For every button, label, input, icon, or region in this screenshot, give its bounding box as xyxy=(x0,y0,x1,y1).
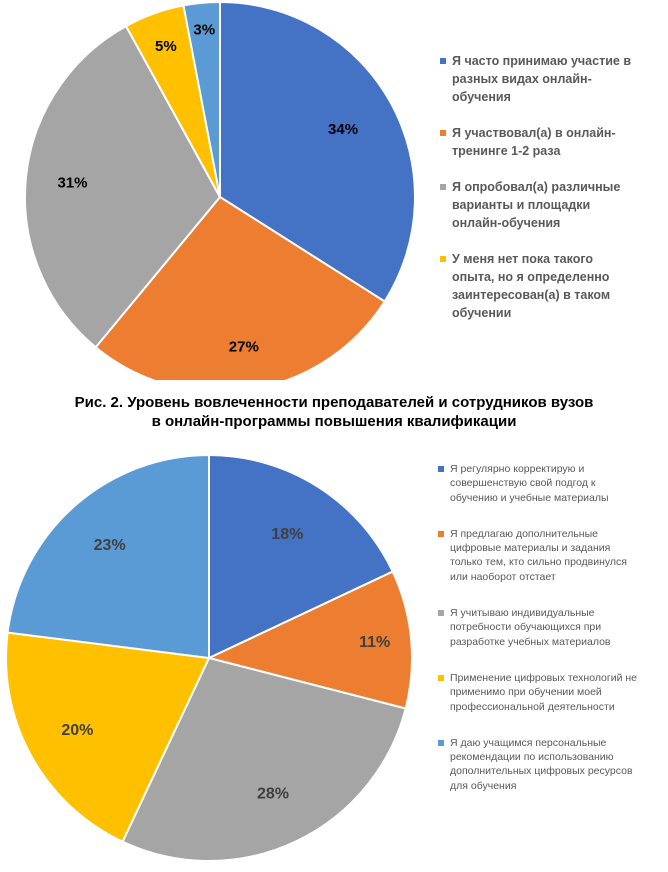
pie-2-legend-swatch-3 xyxy=(438,610,444,617)
pie-2-legend-item-4: Применение цифровых технологий не примени… xyxy=(438,671,666,714)
pie-1-legend-text-4-line-2: опыта, но я определенно xyxy=(452,270,610,284)
pie-1-legend-text-1-line-2: разных видах онлайн- xyxy=(452,72,592,86)
pie-1-legend-swatch-2 xyxy=(440,130,446,136)
pie-2-data-label-3: 28% xyxy=(257,785,289,802)
pie-2-slice-4 xyxy=(5,631,211,844)
pie-1-legend-item-1: Я часто принимаю участие в разных видах о… xyxy=(440,52,655,106)
pie-1-data-label-5: 3% xyxy=(193,22,215,39)
figure-caption: Рис. 2. Уровень вовлеченности преподават… xyxy=(0,393,668,431)
pie-2-legend-text-5-line-3: дополнительных цифровых ресурсов xyxy=(450,765,633,778)
figure-caption-line-1: Рис. 2. Уровень вовлеченности преподават… xyxy=(74,394,594,411)
pie-chart-1-plot: 34% 27% 31% 5% 3% xyxy=(24,0,416,380)
pie-2-legend-text-4-line-3: профессиональной деятельности xyxy=(450,700,615,713)
pie-1-legend-item-3: Я опробовал(а) различные варианты и площа… xyxy=(440,178,655,232)
pie-2-legend-text-2-line-3: только тем, кто сильно продвинулся xyxy=(450,556,627,569)
pie-2-legend-text-3-line-1: Я учитываю индивидуальные xyxy=(450,607,595,620)
pie-2-legend-text-1-line-1: Я регулярно корректирую и xyxy=(450,463,585,475)
pie-2-legend-text-2-line-1: Я предлагаю дополнительные xyxy=(450,527,598,540)
pie-1-legend-text-4-line-4: обучении xyxy=(452,306,512,320)
pie-2-legend-text-5-line-2: рекомендации по использованию xyxy=(450,751,614,764)
pie-2-legend-item-1: Я регулярно корректирую и совершенствую с… xyxy=(438,462,666,505)
pie-2-legend-text-3-line-2: потребности обучающихся при xyxy=(450,621,602,634)
pie-2-legend-item-5: Я даю учащимся персональные рекомендации … xyxy=(438,736,666,793)
pie-1-legend-text-2-line-1: Я участвовал(а) в онлайн- xyxy=(452,126,616,140)
pie-1-legend-text-1-line-1: Я часто принимаю участие в xyxy=(452,54,631,68)
pie-1-legend-text-2-line-2: тренинге 1-2 раза xyxy=(452,144,561,158)
pie-chart-online-learning-experience: 34% 27% 31% 5% 3% Я часто принимаю участие в… xyxy=(0,0,668,380)
pie-1-legend-swatch-1 xyxy=(440,58,446,64)
pie-chart-2-legend: Я регулярно корректирую и совершенствую с… xyxy=(438,462,666,815)
pie-1-legend-text-3-line-1: Я опробовал(а) различные xyxy=(452,180,621,194)
pie-2-data-label-4: 20% xyxy=(61,722,93,739)
pie-1-slice-5 xyxy=(182,0,221,198)
pie-2-legend-text-5-line-1: Я даю учащимся персональные xyxy=(450,736,607,749)
pie-2-legend-swatch-5 xyxy=(438,739,444,746)
pie-1-legend-text-4-line-1: У меня нет пока такого xyxy=(452,252,594,266)
pie-1-legend-text-3-line-3: онлайн-обучения xyxy=(452,216,561,230)
pie-1-legend-item-2: Я участвовал(а) в онлайн-тренинге 1-2 ра… xyxy=(440,124,655,160)
pie-2-legend-text-1-line-3: обучению и учебные материалы xyxy=(450,491,609,504)
pie-1-legend-item-4: У меня нет пока такого опыта, но я опреде… xyxy=(440,250,655,322)
pie-2-legend-text-2-line-2: цифровые материалы и задания xyxy=(450,542,611,555)
pie-2-legend-text-1-line-2: совершенствую свой подгод к xyxy=(450,477,596,490)
pie-2-legend-text-4-line-1: Применение цифровых технологий не xyxy=(450,671,638,684)
pie-2-legend-swatch-1 xyxy=(438,466,444,472)
pie-2-slice-2 xyxy=(206,570,413,710)
pie-1-legend-text-1-line-3: обучения xyxy=(452,90,511,104)
pie-2-legend-item-2: Я предлагаю дополнительные цифровые матер… xyxy=(438,527,666,584)
pie-2-slice-3 xyxy=(121,656,407,862)
pie-2-legend-item-3: Я учитываю индивидуальные потребности обу… xyxy=(438,606,666,649)
pie-chart-1-legend: Я часто принимаю участие в разных видах о… xyxy=(440,52,655,340)
pie-2-legend-swatch-4 xyxy=(438,674,444,681)
pie-1-legend-swatch-3 xyxy=(440,184,446,190)
pie-2-legend-text-2-line-4: или наоборот отстает xyxy=(450,570,556,583)
pie-1-data-label-4: 5% xyxy=(155,38,177,55)
pie-1-data-label-3: 31% xyxy=(57,175,87,192)
pie-2-slice-5 xyxy=(6,453,210,660)
pie-chart-digital-materials-usage: 18% 11% 28% 20% 23% Я регулярно корректирую … xyxy=(0,440,668,872)
pie-1-data-label-1: 34% xyxy=(328,121,358,138)
pie-1-slice-3 xyxy=(24,24,222,349)
pie-2-data-label-2: 11% xyxy=(359,634,390,651)
pie-1-slice-1 xyxy=(219,0,416,303)
pie-2-legend-text-3-line-3: разработке учебных материалов xyxy=(450,635,611,648)
pie-2-data-label-5: 23% xyxy=(94,537,126,554)
pie-2-slice-1 xyxy=(208,453,395,660)
pie-1-legend-text-3-line-2: варианты и площадки xyxy=(452,198,591,212)
pie-1-data-label-2: 27% xyxy=(229,339,259,356)
figure-caption-line-2: в онлайн-программы повышения квалификаци… xyxy=(151,413,517,430)
pie-2-legend-text-4-line-2: применимо при обучении моей xyxy=(450,686,602,699)
pie-chart-2-plot: 18% 11% 28% 20% 23% xyxy=(5,453,413,862)
pie-1-legend-swatch-4 xyxy=(440,256,446,262)
pie-1-legend-text-4-line-3: заинтересован(а) в таком xyxy=(452,288,611,302)
pie-2-legend-swatch-2 xyxy=(438,530,444,537)
pie-1-slice-2 xyxy=(94,195,387,380)
pie-2-data-label-1: 18% xyxy=(271,526,303,543)
pie-2-legend-text-5-line-4: для обучения xyxy=(450,779,517,792)
